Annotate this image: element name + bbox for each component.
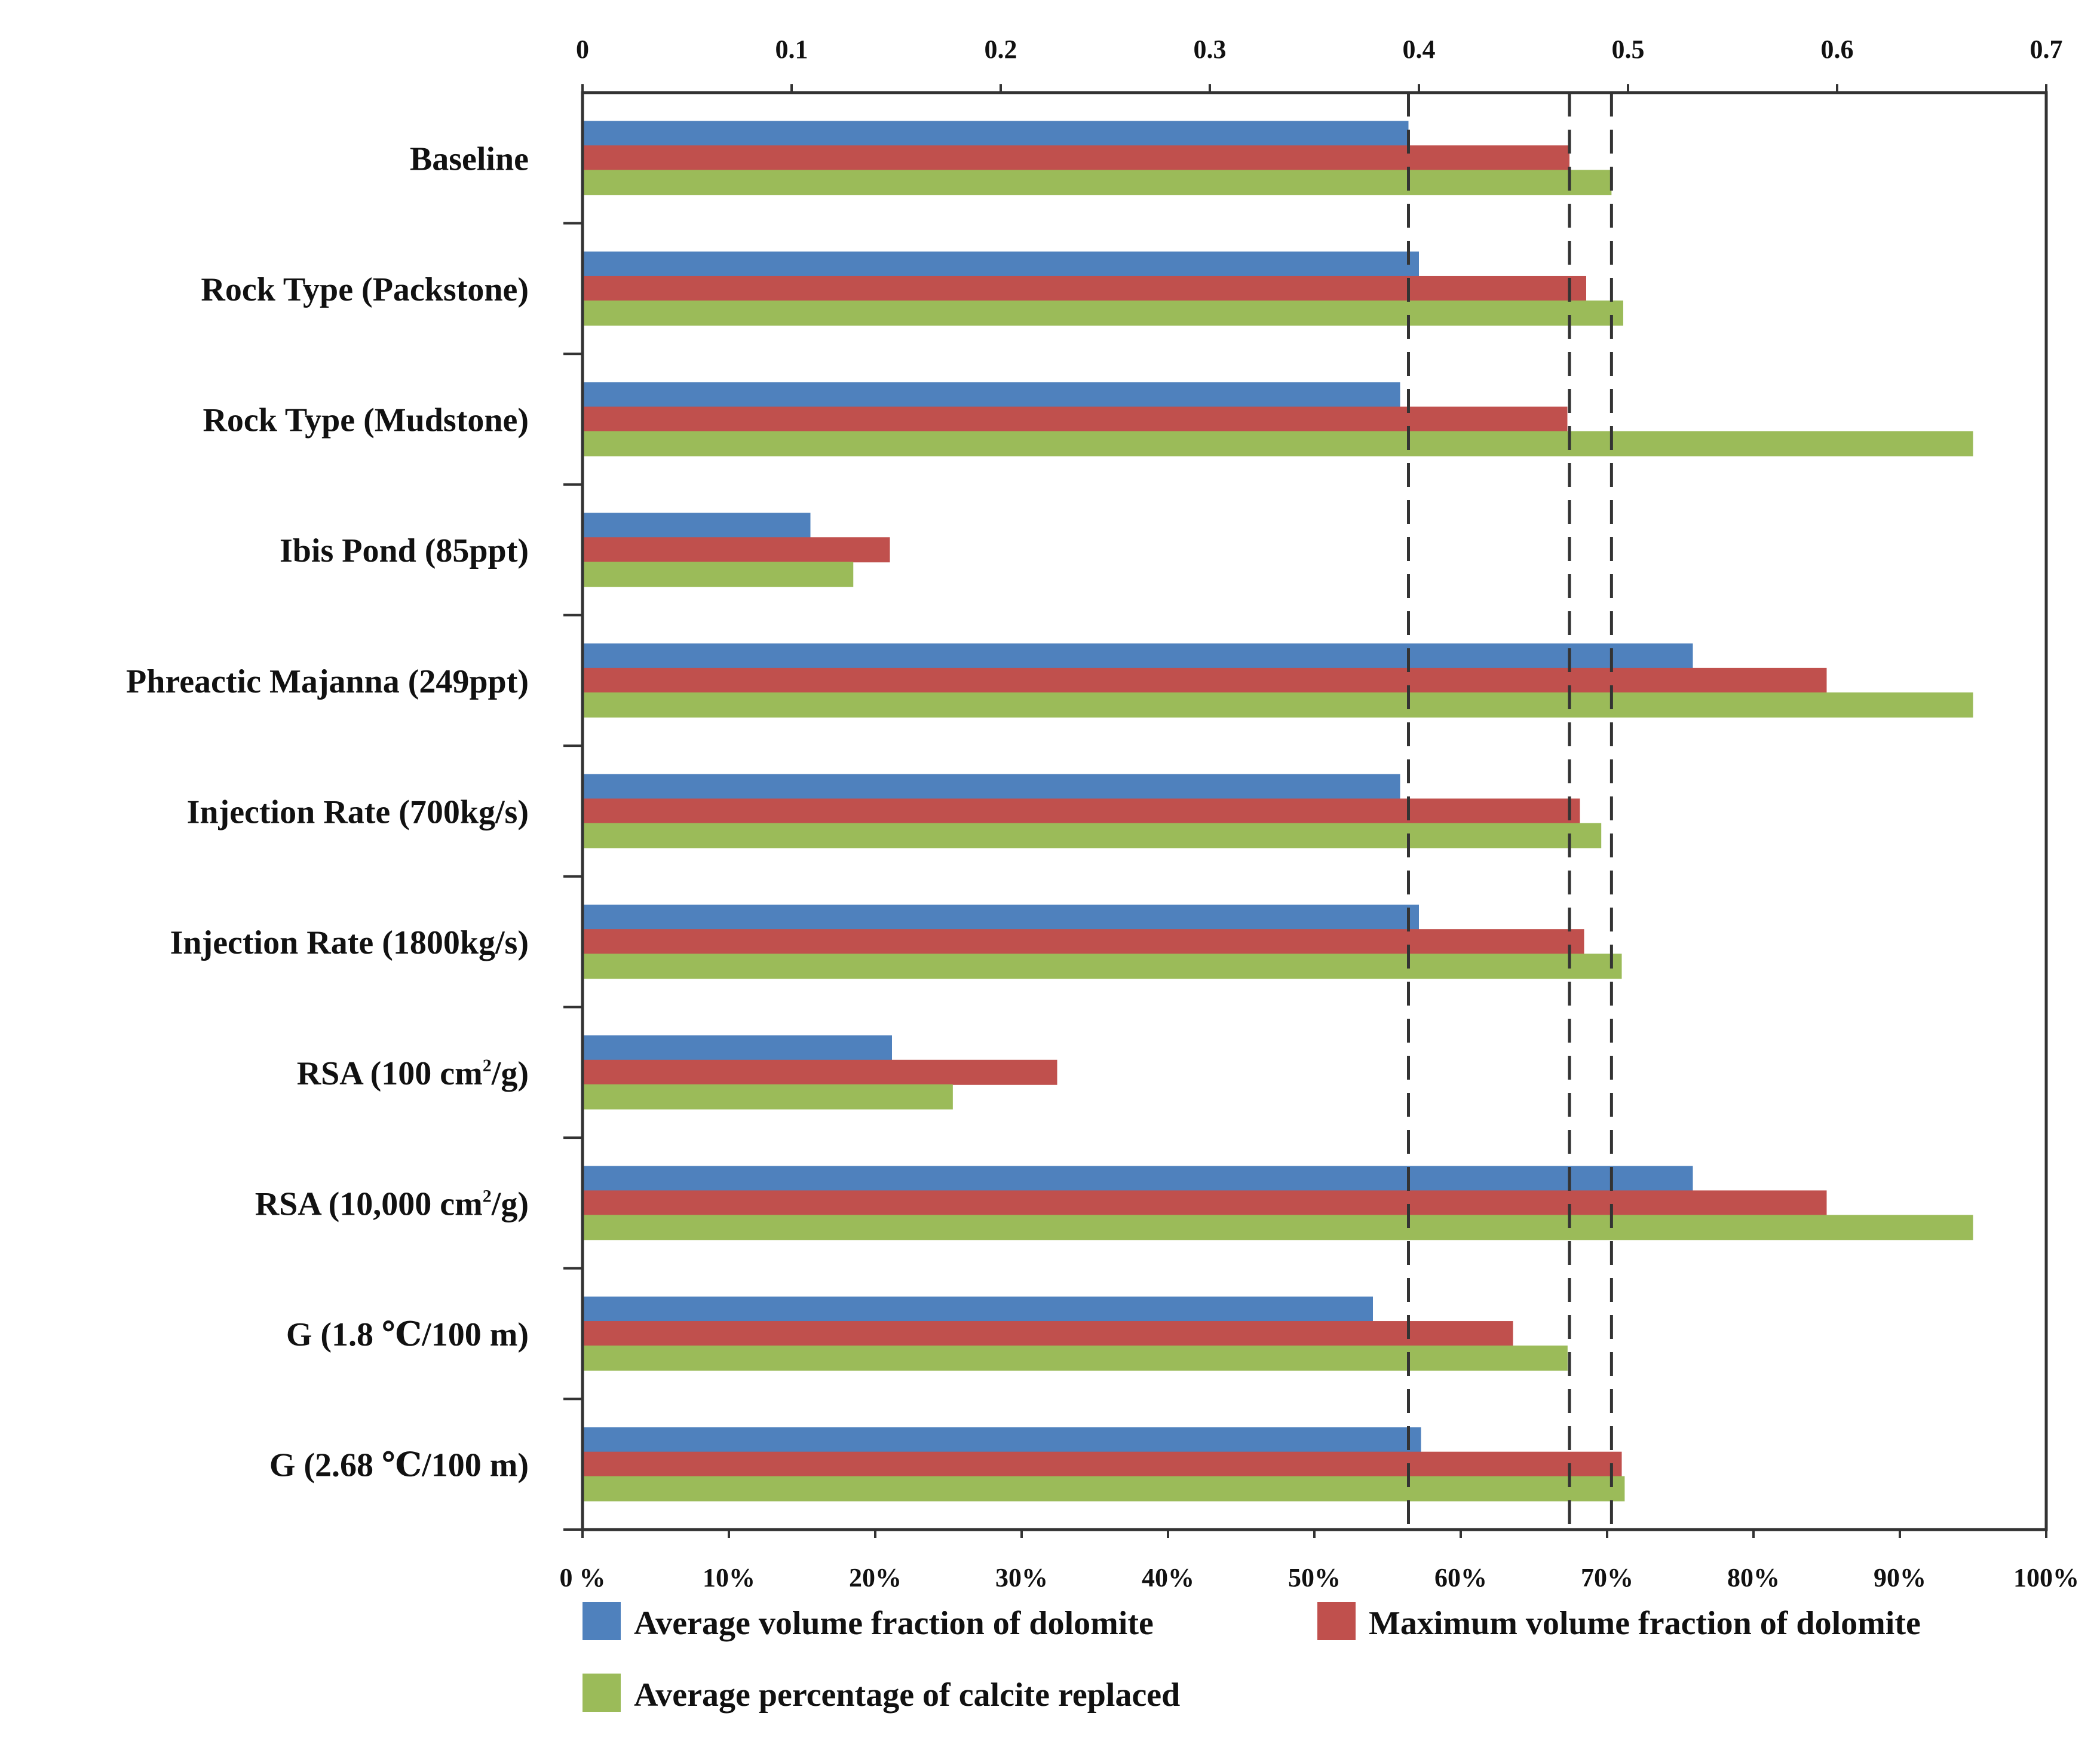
top-tick-label: 0.4: [1403, 35, 1436, 64]
bar-s1-c9: [583, 1166, 1693, 1191]
bar-s3-c5: [583, 692, 1973, 718]
bar-s1-c11: [583, 1427, 1421, 1452]
legend-label-2: Maximum volume fraction of dolomite: [1369, 1605, 1921, 1642]
bottom-tick-label: 40%: [1142, 1563, 1194, 1592]
legend-swatch-1: [583, 1602, 621, 1640]
bar-s2-c2: [583, 275, 1586, 301]
bar-s1-c8: [583, 1035, 892, 1061]
bar-s2-c4: [583, 537, 890, 563]
bar-s1-c10: [583, 1297, 1373, 1322]
bar-s1-c7: [583, 905, 1419, 930]
top-axis-ticks: 0 0.1 0.2 0.3 0.4 0.5 0.6 0.7: [576, 35, 2063, 93]
bottom-tick-label: 50%: [1288, 1563, 1341, 1592]
legend-swatch-3: [583, 1674, 621, 1712]
bar-s3-c11: [583, 1476, 1625, 1501]
category-label: Injection Rate (700kg/s): [187, 794, 529, 831]
bar-s3-c6: [583, 823, 1602, 848]
legend-swatch-2: [1317, 1602, 1356, 1640]
category-label: RSA (100 cm2/g): [297, 1055, 529, 1092]
bottom-tick-label: 30%: [995, 1563, 1048, 1592]
top-tick-label: 0.1: [775, 35, 808, 64]
bottom-tick-label: 100%: [2013, 1563, 2079, 1592]
category-label: G (2.68 ℃/100 m): [269, 1447, 529, 1484]
bar-s2-c7: [583, 929, 1584, 955]
bar-s1-c1: [583, 121, 1409, 146]
legend-label-3: Average percentage of calcite replaced: [634, 1677, 1180, 1714]
bar-s1-c2: [583, 251, 1419, 277]
bar-s2-c9: [583, 1190, 1827, 1216]
category-label: Baseline: [410, 140, 529, 177]
top-tick-label: 0.3: [1194, 35, 1227, 64]
top-tick-label: 0.7: [2030, 35, 2063, 64]
bar-s1-c6: [583, 774, 1400, 799]
bar-s2-c5: [583, 667, 1827, 693]
bar-s3-c9: [583, 1215, 1973, 1240]
reference-lines: [1407, 93, 1613, 1530]
top-tick-label: 0.2: [985, 35, 1017, 64]
bottom-tick-label: 70%: [1581, 1563, 1633, 1592]
bars: [583, 121, 1973, 1501]
legend: Average volume fraction of dolomite Maxim…: [583, 1602, 1921, 1714]
bottom-tick-label: 0 %: [560, 1563, 606, 1592]
bottom-tick-label: 90%: [1874, 1563, 1926, 1592]
top-tick-label: 0: [576, 35, 589, 64]
bar-s2-c6: [583, 798, 1580, 824]
category-label: Rock Type (Mudstone): [203, 402, 529, 439]
bar-s2-c8: [583, 1059, 1057, 1085]
bottom-tick-label: 20%: [849, 1563, 902, 1592]
bar-s3-c7: [583, 954, 1622, 979]
bar-s2-c1: [583, 145, 1569, 171]
bottom-tick-label: 10%: [703, 1563, 755, 1592]
bar-s2-c11: [583, 1451, 1622, 1477]
category-label: Injection Rate (1800kg/s): [170, 924, 529, 961]
category-label: Rock Type (Packstone): [201, 271, 529, 308]
bottom-tick-label: 60%: [1434, 1563, 1487, 1592]
bar-s2-c3: [583, 406, 1568, 432]
bar-s3-c1: [583, 170, 1612, 195]
bar-s2-c10: [583, 1321, 1513, 1347]
left-axis-ticks: [563, 222, 583, 1531]
top-tick-label: 0.6: [1821, 35, 1854, 64]
bar-s3-c10: [583, 1346, 1568, 1371]
category-label: Phreactic Majanna (249ppt): [126, 663, 529, 700]
bottom-tick-label: 80%: [1727, 1563, 1780, 1592]
bar-s1-c3: [583, 382, 1400, 407]
bar-s3-c3: [583, 431, 1973, 456]
top-tick-label: 0.5: [1612, 35, 1645, 64]
category-label: G (1.8 ℃/100 m): [286, 1316, 529, 1353]
bar-s1-c5: [583, 643, 1693, 669]
bar-s1-c4: [583, 513, 811, 538]
legend-label-1: Average volume fraction of dolomite: [634, 1605, 1154, 1642]
bottom-axis-ticks: 0 % 10% 20% 30% 40% 50% 60% 70% 80% 90% 100%: [560, 1530, 2079, 1592]
bar-s3-c2: [583, 300, 1623, 326]
bar-s3-c4: [583, 562, 854, 587]
category-label: RSA (10,000 cm2/g): [255, 1185, 529, 1222]
bar-s3-c8: [583, 1084, 953, 1110]
category-labels: Baseline Rock Type (Packstone) Rock Type (…: [126, 140, 529, 1484]
category-label: Ibis Pond (85ppt): [280, 532, 529, 569]
